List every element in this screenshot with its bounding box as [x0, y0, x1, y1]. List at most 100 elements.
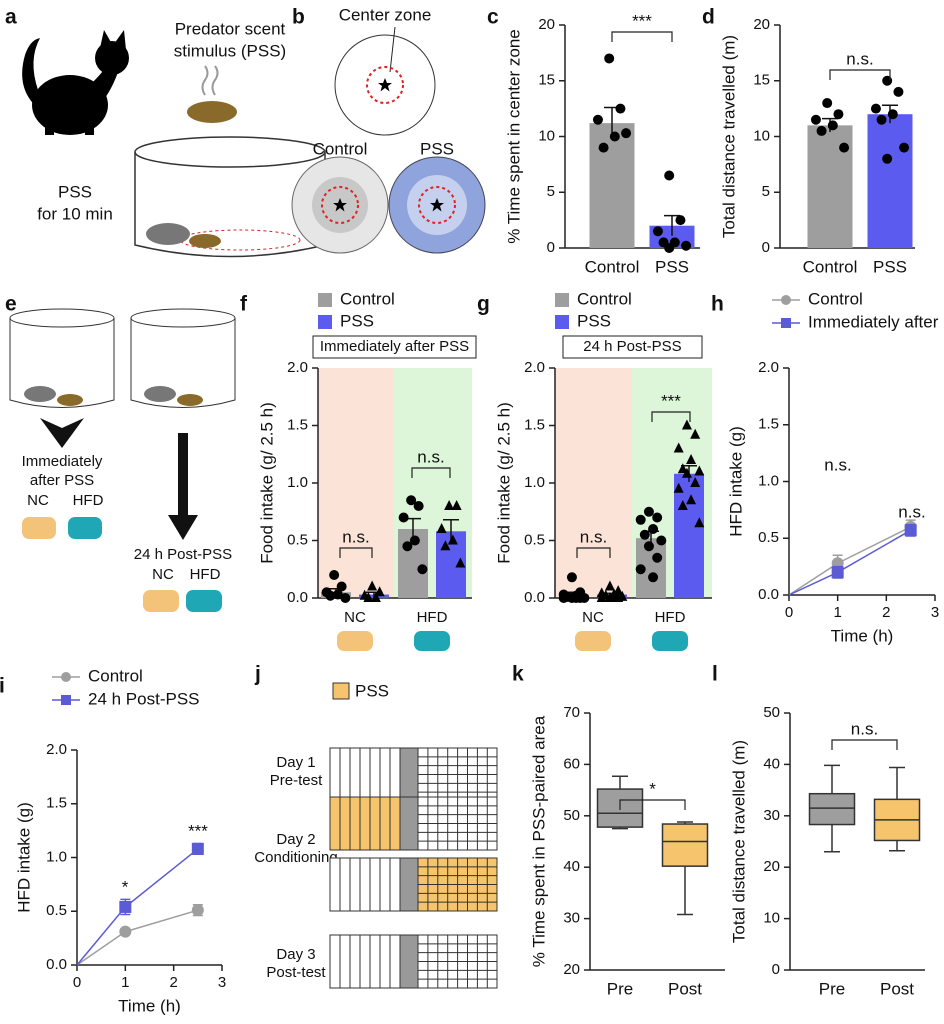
- cage: [130, 308, 236, 328]
- point: [444, 500, 455, 510]
- scent: [201, 65, 219, 96]
- y-tick-label: 1.0: [758, 472, 779, 489]
- panel-letter: j: [254, 663, 261, 686]
- y-tick-label: 2.0: [287, 359, 308, 376]
- legend-swatch: [332, 682, 350, 700]
- point: [191, 842, 204, 855]
- legend-label: 24 h Post-PSS: [88, 689, 200, 708]
- bracket: [651, 411, 691, 422]
- point: [839, 142, 850, 153]
- annotation: n.s.: [417, 447, 444, 466]
- panel-letter: l: [712, 663, 718, 686]
- point: [648, 572, 659, 583]
- panel-e: e Immediately after PSS NC HFD 24 h Post…: [5, 293, 236, 612]
- zone: [366, 66, 404, 104]
- point: [681, 419, 692, 430]
- panel-letter: b: [292, 6, 305, 29]
- point: [694, 517, 705, 528]
- cage: [130, 318, 236, 408]
- food-icon: [575, 631, 611, 651]
- label: 24 h Post-PSS: [134, 546, 232, 563]
- line: [76, 909, 199, 966]
- bracket: [619, 799, 686, 810]
- point: [370, 592, 381, 602]
- arena: [334, 34, 436, 136]
- bar: [674, 473, 704, 598]
- x-tick-label: 1: [121, 974, 129, 991]
- y-tick-label: 0: [762, 239, 770, 256]
- annotation: ***: [632, 11, 652, 30]
- point: [816, 125, 827, 136]
- y-tick-label: 70: [563, 704, 580, 721]
- x-tick-label: NC: [344, 609, 366, 626]
- food-icon: [652, 631, 688, 651]
- y-tick-label: 10: [763, 910, 780, 927]
- food-icon: [143, 590, 179, 612]
- point: [191, 904, 204, 917]
- label: PSS: [420, 139, 454, 158]
- y-axis-label: Total distance travelled (m): [719, 35, 738, 238]
- bracket: [576, 547, 611, 558]
- label: HFD: [190, 566, 221, 583]
- y-tick-label: 2.0: [758, 359, 779, 376]
- panel-letter: e: [5, 293, 17, 316]
- point: [643, 506, 654, 517]
- point: [61, 672, 71, 682]
- y-axis-label: Total distance travelled (m): [729, 740, 748, 943]
- y-tick-label: 1.0: [46, 848, 67, 865]
- chamber: [399, 796, 419, 851]
- arrow: [178, 433, 188, 518]
- cage: [9, 318, 115, 408]
- line: [76, 848, 199, 966]
- y-tick-label: 0: [772, 961, 780, 978]
- chart-title: Immediately after PSS: [320, 338, 469, 355]
- y-tick-label: 30: [563, 910, 580, 927]
- food-icon: [414, 631, 450, 651]
- y-tick-label: 5: [762, 183, 770, 200]
- x-tick-label: 3: [931, 604, 939, 621]
- point: [447, 534, 458, 545]
- error-bar: [664, 214, 680, 236]
- annotation: n.s.: [846, 49, 873, 68]
- label: Day 3: [276, 946, 315, 963]
- point: [690, 477, 701, 487]
- point: [690, 428, 701, 439]
- panel-letter: g: [477, 293, 490, 316]
- feces: [177, 394, 203, 406]
- panel-letter: k: [512, 663, 524, 686]
- y-tick-label: 1.5: [758, 416, 779, 433]
- y-tick-label: 1.5: [287, 416, 308, 433]
- point: [598, 142, 609, 153]
- label: Day 1: [276, 754, 315, 771]
- x-axis-label: Time (h): [118, 996, 181, 1015]
- chamber: [329, 796, 401, 851]
- cage: [134, 152, 326, 258]
- point: [664, 170, 675, 181]
- point: [119, 925, 132, 938]
- bracket: [829, 69, 891, 80]
- point: [686, 454, 697, 464]
- legend-label: Immediately after PSS: [808, 312, 944, 331]
- point: [340, 593, 351, 603]
- y-tick-label: 0.5: [287, 531, 308, 548]
- bracket: [339, 547, 373, 558]
- arrow: [168, 515, 198, 540]
- feces: [57, 394, 83, 406]
- legend-swatch: [555, 293, 569, 307]
- x-tick-label: Control: [803, 257, 858, 276]
- point: [781, 318, 791, 328]
- point: [882, 153, 893, 164]
- label: Predator scent: [175, 19, 286, 38]
- chart-title: 24 h Post-PSS: [583, 338, 681, 355]
- point: [635, 514, 646, 525]
- y-tick-label: 15: [538, 72, 555, 89]
- point: [596, 592, 607, 602]
- label: Center zone: [339, 5, 432, 24]
- y-tick-label: 20: [763, 858, 780, 875]
- point: [822, 98, 833, 109]
- point: [635, 564, 646, 575]
- point: [694, 465, 705, 476]
- point: [325, 590, 336, 601]
- legend-label: PSS: [355, 681, 389, 700]
- mouse: [24, 386, 56, 402]
